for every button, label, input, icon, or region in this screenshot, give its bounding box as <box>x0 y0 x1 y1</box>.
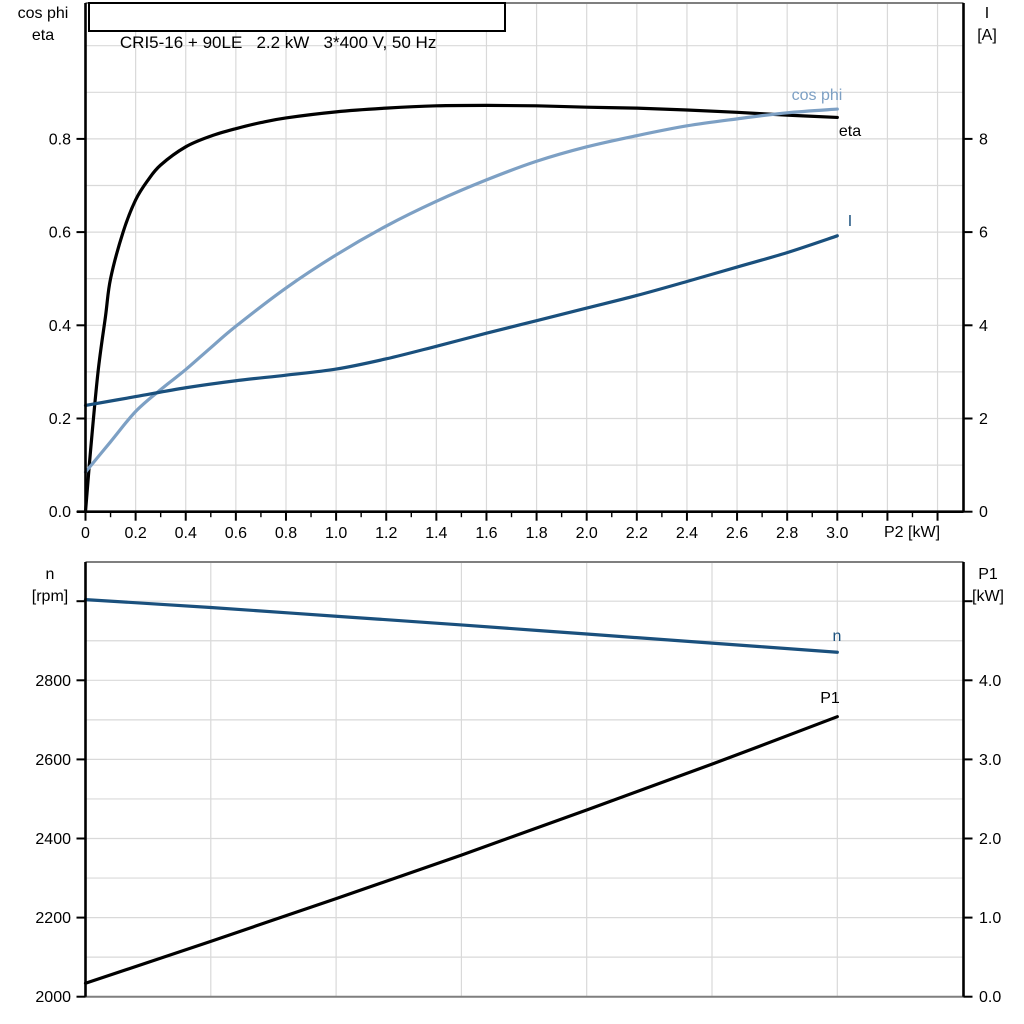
p1-axis-label-line1: P1 <box>978 566 998 583</box>
x-tick-label: 2.0 <box>576 525 598 542</box>
x-tick-label: 0.2 <box>124 525 146 542</box>
x-tick-label: 2.4 <box>676 525 698 542</box>
right-tick-label: 0 <box>979 504 988 521</box>
chart-title: CRI5-16 + 90LE 2.2 kW 3*400 V, 50 Hz <box>119 33 437 52</box>
left-tick-label: 0.2 <box>49 411 71 428</box>
curve-label-eta: eta <box>838 123 862 140</box>
x-tick-label: 1.8 <box>525 525 547 542</box>
right-tick-label: 2 <box>979 411 988 428</box>
curve-n <box>83 598 839 654</box>
top-left-axis-label: cos phi eta <box>8 3 78 47</box>
right-axis-label-line1: I <box>984 5 990 22</box>
right-tick-label: 0.0 <box>979 989 1001 1006</box>
x-tick-label: 2.8 <box>776 525 798 542</box>
curve-label-p1: P1 <box>820 690 840 707</box>
x-tick-label: 3.0 <box>826 525 848 542</box>
right-tick-label: 3.0 <box>979 752 1001 769</box>
left-tick-label: 2600 <box>35 752 71 769</box>
curve-eta <box>83 103 839 514</box>
curve-label-cos-phi: cos phi <box>791 87 843 104</box>
bottom-right-axis-label: P1 [kW] <box>962 564 1014 608</box>
right-tick-label: 1.0 <box>979 910 1001 927</box>
right-tick-label: 8 <box>979 131 988 148</box>
x-tick-label: 0.6 <box>225 525 247 542</box>
x-tick-label: 2.2 <box>626 525 648 542</box>
n-axis-label-line2: [rpm] <box>31 588 69 605</box>
left-tick-label: 2000 <box>35 989 71 1006</box>
right-axis-label-line2: [A] <box>977 27 997 44</box>
right-tick-label: 4 <box>979 318 988 335</box>
curve-cos-phi <box>83 107 839 474</box>
left-tick-label: 2400 <box>35 831 71 848</box>
x-tick-label: 1.2 <box>375 525 397 542</box>
curve-label-speed: n <box>832 628 842 645</box>
left-tick-label: 0.0 <box>49 504 71 521</box>
curve-I <box>83 234 839 408</box>
x-tick-label: 2.6 <box>726 525 748 542</box>
x-tick-label: 1.6 <box>475 525 497 542</box>
x-tick-label: 1.0 <box>325 525 347 542</box>
left-axis-label-line1: cos phi <box>17 5 69 22</box>
left-axis-label-line2: eta <box>31 27 55 44</box>
right-tick-label: 4.0 <box>979 673 1001 690</box>
x-tick-label: 0.8 <box>275 525 297 542</box>
chart-title-box: CRI5-16 + 90LE 2.2 kW 3*400 V, 50 Hz <box>88 2 506 52</box>
x-tick-label: 0 <box>81 525 90 542</box>
left-tick-label: 0.8 <box>49 131 71 148</box>
left-tick-label: 2800 <box>35 673 71 690</box>
left-tick-label: 2200 <box>35 910 71 927</box>
x-tick-label: 0.4 <box>175 525 197 542</box>
n-axis-label-line1: n <box>45 566 55 583</box>
x-axis-label: P2 [kW] <box>884 524 941 541</box>
bottom-left-axis-label: n [rpm] <box>20 564 80 608</box>
curve-P1 <box>83 715 839 985</box>
p1-axis-label-line2: [kW] <box>972 588 1004 605</box>
left-tick-label: 0.6 <box>49 225 71 242</box>
curve-label-current: I <box>847 213 853 230</box>
right-tick-label: 2.0 <box>979 831 1001 848</box>
top-right-axis-label: I [A] <box>964 3 1010 47</box>
right-tick-label: 6 <box>979 225 988 242</box>
x-tick-label: 1.4 <box>425 525 447 542</box>
left-tick-label: 0.4 <box>49 318 71 335</box>
